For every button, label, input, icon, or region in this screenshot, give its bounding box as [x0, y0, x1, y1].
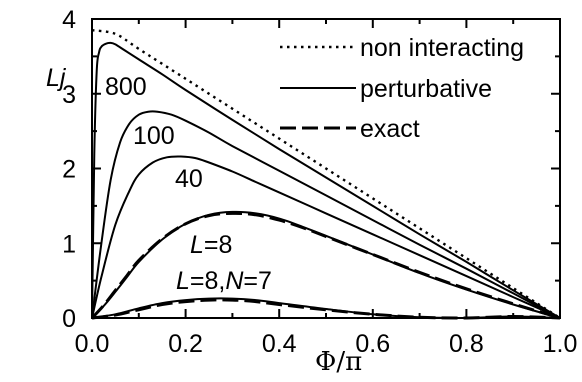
annotation-100: 100 [133, 122, 175, 150]
legend-label-perturbative: perturbative [360, 75, 492, 103]
series-line-800 [91, 41, 561, 319]
y-tick-label: 0 [62, 305, 76, 333]
series-line-100 [91, 110, 561, 319]
series-line-l-8-exact [90, 211, 561, 320]
annotation-l8-value: =8 [204, 231, 233, 259]
annotation-l8n7-end: =7 [243, 267, 272, 295]
annotation-l8: L=8 [190, 231, 232, 259]
y-tick-label: 3 [62, 81, 76, 109]
annotation-l8n7-L: L [176, 267, 190, 295]
x-tick-label: 0.6 [355, 330, 390, 358]
series-line-l-8-perturbative [91, 210, 561, 319]
series-line-non-interacting [91, 29, 561, 320]
y-tick-label: 4 [62, 6, 76, 34]
annotation-40: 40 [175, 165, 203, 193]
y-tick-label: 2 [62, 156, 76, 184]
series-line-l-8-n-7-exact [91, 298, 561, 320]
x-tick-label: 0.0 [75, 330, 110, 358]
data-curves [90, 29, 561, 320]
annotation-l8n7-N: N [225, 267, 244, 295]
x-axis-label: Φ/π [315, 347, 362, 377]
annotation-l8n7-mid: =8, [190, 267, 225, 295]
annotation-l8-n7: L=8,N=7 [176, 267, 272, 295]
x-tick-label: 0.2 [168, 330, 203, 358]
x-tick-label: 1.0 [543, 330, 578, 358]
x-tick-label: 0.8 [449, 330, 484, 358]
annotation-800: 800 [105, 73, 147, 101]
y-tick-label: 1 [62, 230, 76, 258]
legend: non interacting perturbative exact [280, 34, 524, 143]
annotation-l8-symbol: L [190, 231, 204, 259]
x-tick-label: 0.4 [262, 330, 297, 358]
y-axis-label: Lj [46, 64, 67, 92]
legend-label-non-interacting: non interacting [360, 34, 524, 62]
series-line-40 [91, 155, 561, 319]
legend-label-exact: exact [360, 115, 420, 143]
